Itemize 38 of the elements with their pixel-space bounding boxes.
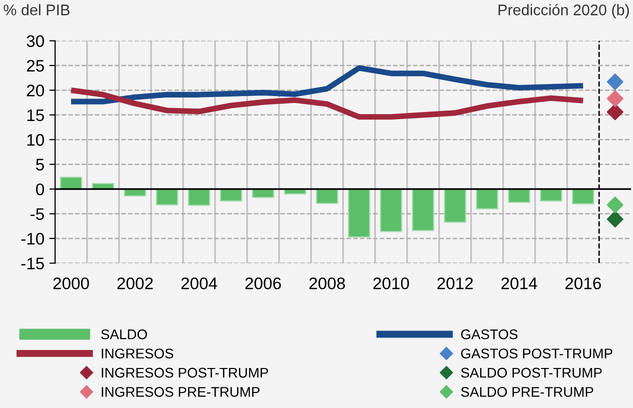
text: Predicción 2020 (b)	[498, 4, 629, 18]
legend-label: SALDO PRE-TRUMP	[461, 387, 594, 397]
y-tick-label: 30	[26, 35, 44, 48]
x-tick-label: 2012	[437, 277, 473, 290]
bar	[156, 188, 178, 206]
x-tick-label: 2006	[245, 277, 281, 290]
y-axis-title: % del PIB	[4, 4, 70, 16]
legend-label: SALDO POST-TRUMP	[461, 368, 602, 378]
bar	[444, 188, 466, 223]
legend-label: INGRESOS POST-TRUMP	[102, 368, 268, 378]
x-tick-label: 2016	[565, 277, 601, 290]
bar	[316, 188, 338, 204]
x-tick-label: 2002	[117, 277, 153, 290]
y-tick-label: 5	[36, 158, 44, 171]
legend-label: INGRESOS	[102, 348, 174, 358]
bar	[476, 188, 498, 210]
y-tick-label: -5	[30, 208, 44, 220]
y-tick-label: 25	[26, 60, 44, 72]
x-tick-label: 2014	[501, 277, 538, 290]
x-tick-label: 2000	[53, 277, 89, 290]
y-tick-label: 15	[27, 109, 44, 122]
y-tick-label: -10	[21, 232, 44, 245]
x-tick-label: 2008	[309, 277, 345, 290]
y-tick-label: 20	[26, 84, 44, 96]
y-tick-label: 0	[36, 183, 44, 196]
legend-label: INGRESOS PRE-TRUMP	[102, 387, 260, 397]
legend-label: GASTOS	[461, 329, 518, 340]
bar	[412, 188, 434, 232]
y-tick-label: -15	[21, 258, 44, 270]
x-tick-label: 2004	[181, 277, 218, 290]
legend-label: GASTOS POST-TRUMP	[461, 348, 612, 358]
y-tick-label: 10	[27, 134, 44, 146]
legend-label: SALDO	[101, 329, 147, 340]
bar	[380, 188, 402, 232]
x-tick-label: 2010	[373, 277, 409, 290]
bar	[348, 188, 370, 238]
bar	[572, 188, 594, 204]
bar	[188, 188, 210, 206]
